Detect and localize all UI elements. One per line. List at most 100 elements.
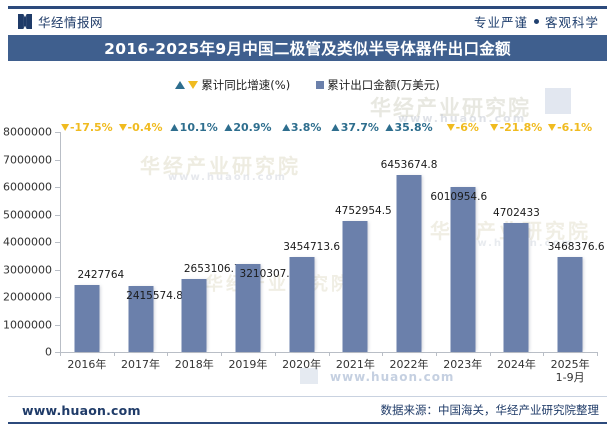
x-axis-tick — [60, 352, 61, 356]
x-axis-category-line1: 2020年 — [282, 358, 322, 371]
bar-slot: 2653106.7 — [167, 132, 241, 352]
bar[interactable] — [450, 186, 476, 352]
x-axis-category-label: 2019年 — [228, 358, 267, 371]
bottom-accent-rule — [8, 422, 607, 424]
x-axis-category-line1: 2018年 — [174, 358, 214, 371]
triangle-down-icon — [188, 81, 199, 89]
legend-label-amount: 累计出口金额(万美元) — [327, 78, 440, 92]
growth-rate-value: 10.1% — [179, 121, 218, 134]
bar[interactable] — [396, 174, 422, 352]
bar-slot: 3454713.6 — [275, 132, 340, 352]
triangle-up-icon — [331, 124, 340, 131]
growth-rate-item: 10.1% — [170, 121, 218, 134]
y-axis-tick-label: 4000000 — [3, 235, 52, 249]
x-axis-tick — [597, 352, 598, 356]
y-axis-tick-label: 5000000 — [3, 208, 52, 221]
triangle-up-icon — [281, 124, 290, 131]
page-header: 华经情报网 专业严谨 客观科学 — [0, 9, 615, 33]
bar-value-label: 4702433 — [493, 206, 540, 219]
growth-rate-item: -0.4% — [118, 121, 163, 134]
y-axis-tick-label: 1000000 — [3, 318, 52, 331]
bar[interactable] — [181, 279, 207, 352]
bar-value-label: 4752954.5 — [334, 205, 392, 218]
growth-rate-item: -17.5% — [60, 121, 113, 134]
slogan-right-text: 客观科学 — [544, 14, 599, 30]
growth-rate-value: -21.8% — [499, 121, 543, 134]
y-axis-tick — [55, 214, 60, 216]
book-logo-icon — [18, 13, 32, 29]
bar-slot: 6010954.6 — [430, 132, 490, 352]
y-axis-tick-label: 7000000 — [3, 153, 52, 166]
x-axis-category-label: 2023年 — [443, 358, 482, 371]
growth-rate-value: -6% — [455, 121, 479, 134]
header-slogan: 专业严谨 客观科学 — [474, 12, 599, 31]
plot-area: 2427764 2415574.8 2653106.7 3210307.3 345471… — [60, 132, 605, 352]
bar-value-label: 6453674.8 — [380, 158, 438, 171]
bar-slot: 6453674.8 — [380, 132, 438, 352]
brand-logo[interactable]: 华经情报网 — [18, 12, 103, 31]
growth-rate-value: -6.1% — [557, 121, 593, 134]
y-axis-tick-label: 2000000 — [3, 290, 52, 304]
triangle-down-icon — [490, 124, 499, 131]
bar-value-label: 2415574.8 — [126, 289, 183, 302]
bar-series: 2427764 2415574.8 2653106.7 3210307.3 345471… — [60, 132, 605, 352]
bar[interactable] — [342, 221, 368, 352]
x-axis-category-line1: 2024年 — [496, 358, 536, 371]
y-axis-tick-label: 6000000 — [3, 180, 52, 194]
x-axis-category-line1: 2016年 — [67, 358, 107, 371]
growth-rate-row: -17.5% -0.4% 10.1% 20.9% 3.8% 37.7% 35.8% -6% -2… — [60, 121, 597, 137]
y-axis-tick — [55, 132, 60, 133]
footer-site-url[interactable]: www.huaon.com — [22, 402, 141, 418]
triangle-down-icon — [118, 124, 127, 131]
x-axis-category-line1: 2022年 — [389, 358, 429, 371]
x-axis-category-label: 2020年 — [282, 358, 321, 371]
y-axis-tick — [55, 159, 60, 161]
bar-slot: 3468376.6 — [543, 132, 605, 352]
bar[interactable] — [74, 285, 100, 352]
page-footer: www.huaon.com 数据来源：中国海关，华经产业研究院整理 — [0, 397, 615, 423]
bar-slot: 2415574.8 — [114, 132, 183, 352]
brand-name: 华经情报网 — [38, 14, 104, 30]
x-axis-category-label: 2016年 — [67, 358, 106, 371]
bar[interactable] — [503, 222, 529, 352]
bar-slot: 4752954.5 — [329, 132, 392, 352]
x-axis-category-label: 2024年 — [497, 358, 536, 371]
y-axis-tick — [55, 297, 60, 298]
x-axis-tick — [274, 352, 276, 356]
triangle-up-icon — [385, 124, 394, 131]
chart-legend: 累计同比增速(%) 累计出口金额(万美元) — [0, 74, 615, 96]
y-axis-tick-label: 3000000 — [3, 263, 52, 276]
growth-rate-value: 37.7% — [340, 121, 379, 134]
x-axis-tick — [543, 352, 545, 356]
bar[interactable] — [128, 285, 154, 352]
bar[interactable] — [235, 263, 261, 352]
bar-value-label: 3210307.3 — [239, 267, 297, 280]
slogan-left-text: 专业严谨 — [473, 14, 528, 30]
bar[interactable] — [289, 257, 315, 352]
legend-item-amount[interactable]: 累计出口金额(万美元) — [316, 77, 440, 93]
bar-value-label: 3454713.6 — [283, 241, 341, 253]
triangle-down-icon — [446, 124, 455, 131]
growth-rate-item: 37.7% — [331, 121, 379, 134]
legend-item-growth[interactable]: 累计同比增速(%) — [175, 77, 290, 93]
triangle-down-icon — [60, 124, 69, 131]
bar[interactable] — [557, 256, 583, 352]
triangle-down-icon — [548, 124, 557, 131]
bar-value-label: 3468376.6 — [547, 240, 605, 253]
growth-rate-item: 3.8% — [281, 121, 321, 134]
growth-rate-value: 35.8% — [394, 121, 433, 134]
watermark-logo-icon — [300, 368, 318, 384]
y-axis-tick — [55, 187, 60, 188]
watermark-logo-icon — [545, 88, 571, 114]
page-title: 2016-2025年9月中国二极管及类似半导体器件出口金额 — [104, 40, 511, 58]
x-axis-tick — [167, 352, 169, 356]
growth-rate-item: 20.9% — [224, 121, 272, 134]
square-swatch-icon — [316, 81, 325, 89]
x-axis-tick — [489, 352, 491, 356]
y-axis-tick-label: 0 — [45, 345, 52, 359]
y-axis-tick — [55, 242, 60, 243]
y-axis-tick — [55, 269, 60, 271]
y-axis-line — [60, 132, 61, 353]
growth-rate-item: -21.8% — [490, 121, 543, 134]
